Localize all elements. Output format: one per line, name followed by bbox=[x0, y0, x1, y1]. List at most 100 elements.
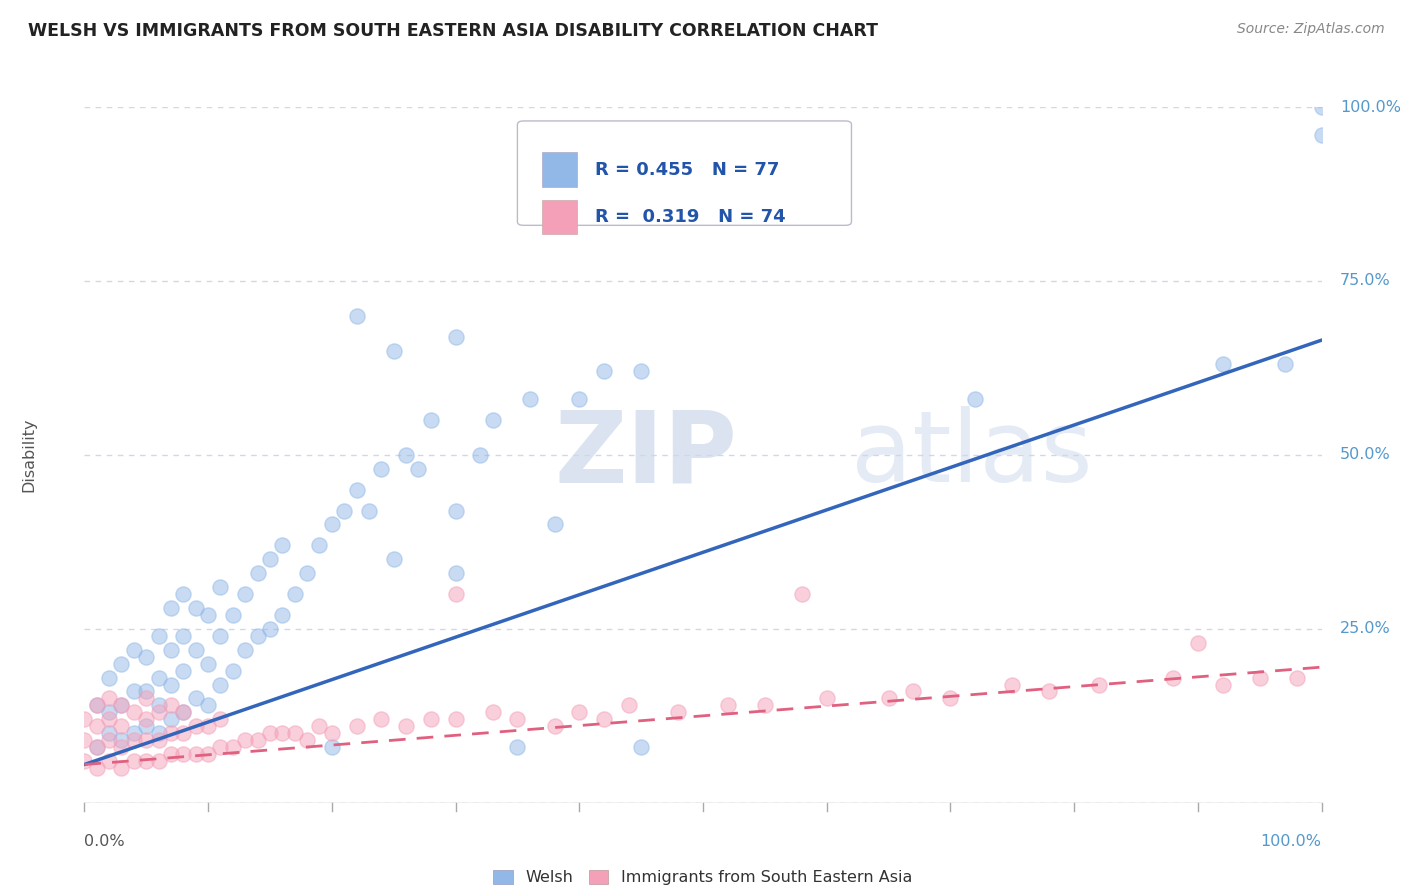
Point bbox=[259, 552, 281, 566]
Point bbox=[122, 642, 145, 657]
Point bbox=[593, 364, 616, 378]
Point bbox=[209, 677, 232, 691]
Point bbox=[135, 733, 157, 747]
Point bbox=[73, 712, 96, 726]
Point bbox=[370, 712, 392, 726]
Point bbox=[86, 740, 108, 755]
Point bbox=[160, 677, 183, 691]
Point bbox=[98, 712, 121, 726]
Point bbox=[346, 719, 368, 733]
Point bbox=[284, 587, 307, 601]
Point bbox=[519, 392, 541, 407]
Point bbox=[172, 706, 194, 720]
Point bbox=[222, 607, 245, 622]
Point bbox=[259, 622, 281, 636]
Point bbox=[184, 601, 207, 615]
Point bbox=[1274, 358, 1296, 372]
Point bbox=[346, 309, 368, 323]
Point bbox=[666, 706, 689, 720]
Point bbox=[160, 712, 183, 726]
Point bbox=[568, 706, 591, 720]
Point bbox=[135, 691, 157, 706]
Point bbox=[209, 712, 232, 726]
Point bbox=[122, 754, 145, 768]
Point bbox=[110, 698, 132, 713]
Point bbox=[877, 691, 900, 706]
Point bbox=[408, 462, 430, 476]
Point bbox=[122, 733, 145, 747]
Point bbox=[86, 719, 108, 733]
Point bbox=[419, 413, 441, 427]
Point bbox=[444, 503, 467, 517]
Point bbox=[122, 684, 145, 698]
Point bbox=[630, 740, 652, 755]
Point bbox=[965, 392, 987, 407]
Point bbox=[815, 691, 838, 706]
Point bbox=[160, 601, 183, 615]
Point bbox=[246, 629, 269, 643]
Point bbox=[382, 343, 405, 358]
Point bbox=[259, 726, 281, 740]
Point bbox=[197, 607, 219, 622]
Point bbox=[148, 706, 170, 720]
Point bbox=[593, 712, 616, 726]
Point bbox=[419, 712, 441, 726]
Point bbox=[184, 642, 207, 657]
Point bbox=[790, 587, 813, 601]
Point bbox=[172, 629, 194, 643]
Point bbox=[321, 740, 343, 755]
Point bbox=[233, 587, 256, 601]
Point bbox=[1088, 677, 1111, 691]
Point bbox=[271, 538, 294, 552]
Point bbox=[135, 754, 157, 768]
Point bbox=[395, 719, 418, 733]
Point bbox=[284, 726, 307, 740]
Point bbox=[160, 726, 183, 740]
Point bbox=[172, 587, 194, 601]
Point bbox=[148, 629, 170, 643]
Point bbox=[110, 719, 132, 733]
Point bbox=[222, 664, 245, 678]
Point bbox=[481, 413, 503, 427]
Point bbox=[148, 726, 170, 740]
Point bbox=[148, 733, 170, 747]
Point bbox=[308, 719, 330, 733]
Point bbox=[506, 712, 529, 726]
Point bbox=[222, 740, 245, 755]
Point bbox=[184, 747, 207, 761]
Point bbox=[1212, 358, 1234, 372]
Text: R =  0.319   N = 74: R = 0.319 N = 74 bbox=[595, 208, 786, 226]
Point bbox=[1038, 684, 1060, 698]
Point bbox=[110, 740, 132, 755]
Point bbox=[197, 747, 219, 761]
Point bbox=[110, 657, 132, 671]
Point bbox=[110, 733, 132, 747]
Point bbox=[444, 587, 467, 601]
Point bbox=[470, 448, 492, 462]
Point bbox=[98, 726, 121, 740]
Point bbox=[209, 740, 232, 755]
Point bbox=[122, 706, 145, 720]
Point bbox=[246, 733, 269, 747]
Point bbox=[717, 698, 740, 713]
Point bbox=[148, 698, 170, 713]
Point bbox=[295, 733, 318, 747]
Point bbox=[370, 462, 392, 476]
Point bbox=[233, 642, 256, 657]
Text: Source: ZipAtlas.com: Source: ZipAtlas.com bbox=[1237, 22, 1385, 37]
Point bbox=[543, 719, 565, 733]
Point bbox=[754, 698, 776, 713]
Point bbox=[73, 733, 96, 747]
Text: 0.0%: 0.0% bbox=[84, 834, 125, 849]
Text: WELSH VS IMMIGRANTS FROM SOUTH EASTERN ASIA DISABILITY CORRELATION CHART: WELSH VS IMMIGRANTS FROM SOUTH EASTERN A… bbox=[28, 22, 879, 40]
Point bbox=[481, 706, 503, 720]
Point bbox=[135, 649, 157, 664]
Point bbox=[86, 698, 108, 713]
Point bbox=[939, 691, 962, 706]
Point bbox=[346, 483, 368, 497]
Point bbox=[1285, 671, 1308, 685]
Legend: Welsh, Immigrants from South Eastern Asia: Welsh, Immigrants from South Eastern Asi… bbox=[494, 870, 912, 885]
Point bbox=[98, 733, 121, 747]
Point bbox=[444, 329, 467, 343]
Point bbox=[1161, 671, 1184, 685]
